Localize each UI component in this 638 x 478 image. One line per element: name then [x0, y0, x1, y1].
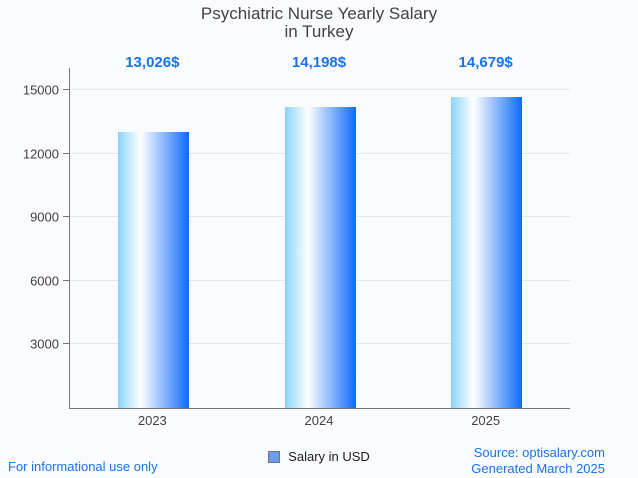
x-tick-label-2024: 2024	[304, 413, 334, 428]
footer-disclaimer: For informational use only	[8, 459, 158, 474]
x-tick-label-2025: 2025	[471, 413, 501, 428]
bar-value-label-2025: 14,679$	[458, 54, 513, 71]
bar-value-label-2024: 14,198$	[291, 54, 347, 71]
y-tick-label-9000: 9000	[30, 209, 59, 225]
y-tick-12000	[63, 152, 70, 154]
chart-title: Psychiatric Nurse Yearly Salary in Turke…	[0, 5, 638, 41]
y-tick-9000	[63, 216, 70, 218]
y-tick-3000	[63, 343, 70, 345]
y-tick-label-12000: 12000	[22, 146, 59, 162]
chart-title-line1: Psychiatric Nurse Yearly Salary	[200, 4, 438, 23]
x-tick-label-2023: 2023	[137, 413, 167, 428]
y-tick-label-15000: 15000	[22, 82, 59, 98]
y-tick-6000	[63, 279, 70, 281]
legend-swatch-icon	[268, 450, 281, 463]
y-tick-15000	[63, 89, 70, 90]
y-tick-label-6000: 6000	[30, 273, 59, 289]
bar-value-labels: 13,026$ 14,198$ 14,679$	[69, 54, 569, 74]
footer-source[interactable]: Source: optisalary.com	[473, 445, 605, 460]
footer-generated: Generated March 2025	[471, 460, 605, 476]
legend-label: Salary in USD	[288, 449, 370, 464]
bar-value-label-2023: 13,026$	[125, 54, 180, 71]
y-tick-label-3000: 3000	[30, 336, 59, 352]
plot-area	[69, 68, 570, 409]
legend: Salary in USD	[0, 449, 638, 464]
bar-2025	[451, 96, 523, 408]
footer-source-block: Source: optisalary.com Generated March 2…	[471, 445, 605, 476]
gridline-15000	[70, 89, 570, 90]
bar-2023	[117, 131, 189, 408]
x-axis-labels: 2023 2024 2025	[69, 413, 569, 429]
bar-2024	[284, 107, 356, 408]
chart-title-line2: in Turkey	[284, 22, 354, 41]
